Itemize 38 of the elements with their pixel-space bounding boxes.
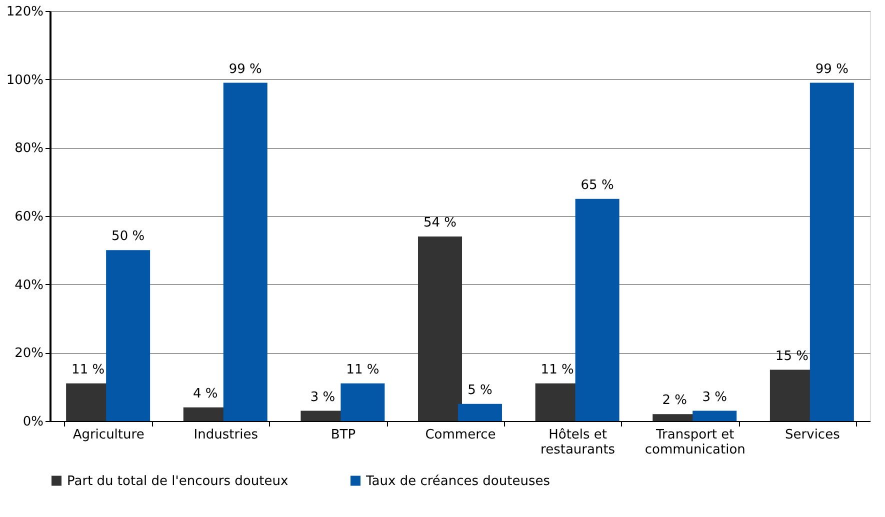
y-tick-label: 20% bbox=[14, 346, 44, 362]
x-tick-label: Transport et communication bbox=[644, 428, 746, 458]
x-tick-label: Hôtels et restaurants bbox=[540, 428, 616, 458]
data-label: 11 % bbox=[346, 362, 380, 378]
bar bbox=[106, 250, 150, 421]
data-label: 11 % bbox=[72, 362, 105, 378]
y-tick-label: 120% bbox=[6, 4, 44, 20]
data-label: 3 % bbox=[702, 390, 727, 405]
data-label: 11 % bbox=[540, 362, 574, 378]
data-label: 99 % bbox=[815, 62, 848, 77]
x-tick-label: BTP bbox=[330, 428, 356, 442]
bar bbox=[418, 236, 462, 421]
x-tick-label: Industries bbox=[194, 428, 258, 442]
bar bbox=[223, 82, 268, 421]
legend-label: Part du total de l'encours douteux bbox=[67, 474, 288, 489]
data-label: 5 % bbox=[468, 382, 492, 398]
data-label: 15 % bbox=[775, 348, 808, 364]
data-label: 4 % bbox=[193, 386, 218, 402]
x-tick-label: Agriculture bbox=[72, 428, 144, 442]
data-label: 99 % bbox=[228, 62, 262, 77]
bar bbox=[810, 82, 854, 421]
data-label: 3 % bbox=[310, 390, 336, 405]
y-tick-label: 0% bbox=[22, 414, 44, 430]
x-tick-label: Services bbox=[785, 428, 840, 442]
bar bbox=[575, 198, 620, 421]
y-tick-label: 60% bbox=[14, 210, 44, 224]
bar bbox=[458, 404, 502, 421]
x-tick-label: Commerce bbox=[425, 428, 496, 442]
data-label: 65 % bbox=[580, 178, 614, 193]
bar bbox=[692, 410, 737, 421]
y-tick-label: 80% bbox=[14, 141, 44, 156]
data-label: 54 % bbox=[423, 216, 457, 230]
legend-label: Taux de créances douteuses bbox=[365, 474, 550, 489]
bar bbox=[340, 383, 385, 421]
y-tick-label: 40% bbox=[14, 278, 44, 293]
y-tick-label: 100% bbox=[6, 72, 44, 88]
data-label: 2 % bbox=[662, 393, 688, 408]
data-label: 50 % bbox=[112, 229, 145, 244]
